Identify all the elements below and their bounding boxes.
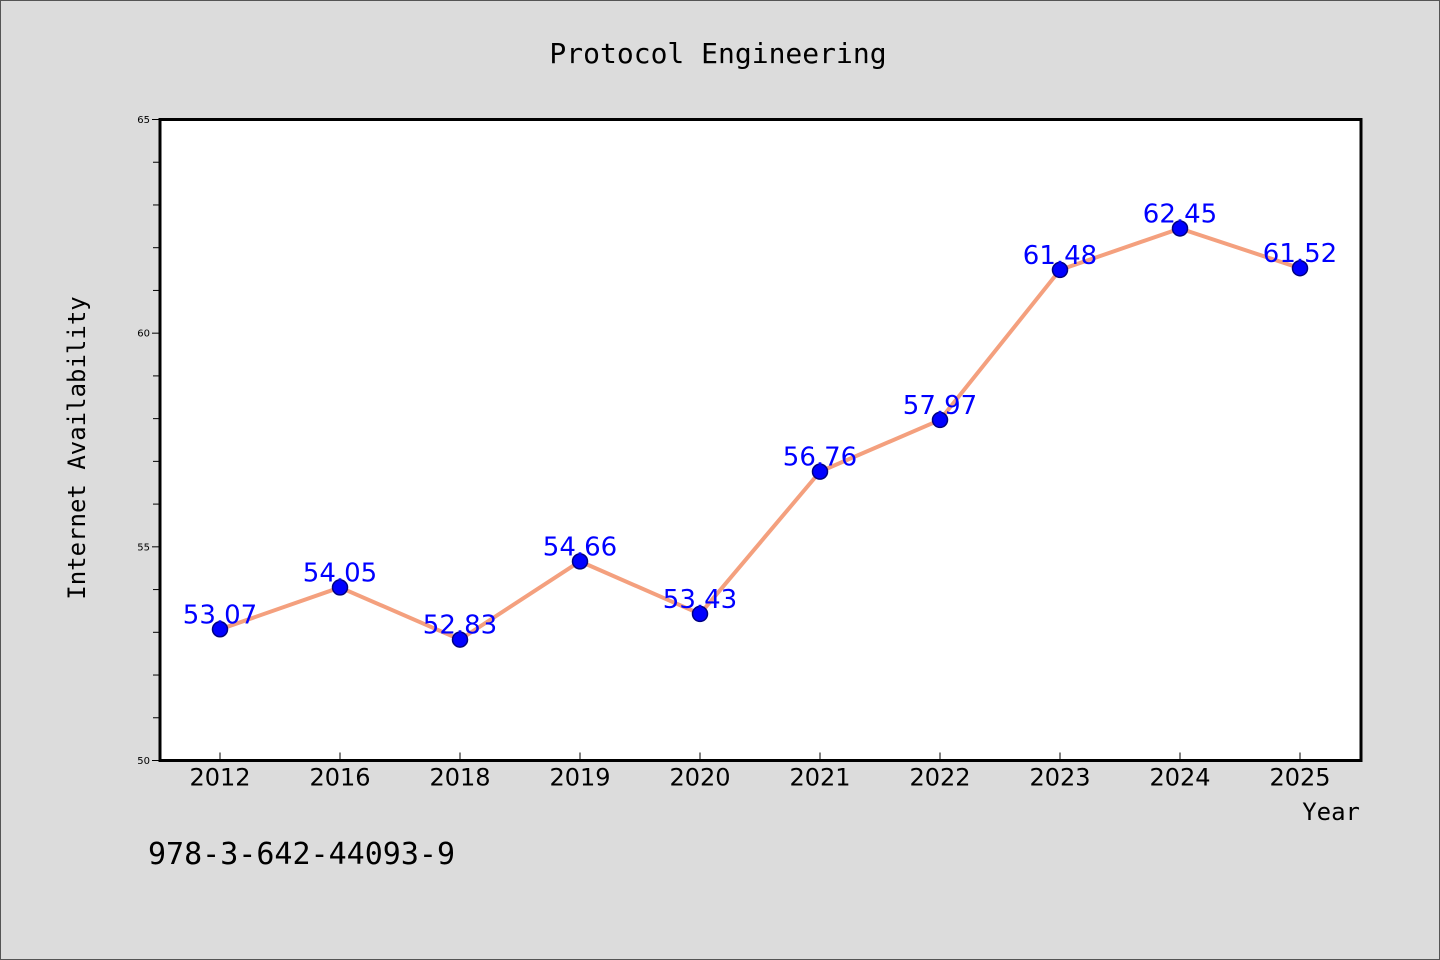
x-tick-label: 2020	[669, 764, 730, 792]
x-axis-label: Year	[1302, 798, 1360, 826]
series-markers	[211, 220, 1309, 648]
y-tick-label: 50	[137, 756, 150, 767]
isbn-footer: 978-3-642-44093-9	[148, 837, 455, 872]
data-point-label: 53.43	[663, 585, 737, 615]
x-tick-label: 2023	[1029, 764, 1090, 792]
data-point-label: 54.66	[543, 532, 617, 562]
data-point-label: 57.97	[903, 391, 977, 421]
data-point-marker	[571, 553, 589, 570]
chart-title: Protocol Engineering	[549, 37, 886, 70]
x-tick-label: 2019	[549, 764, 610, 792]
data-point-label: 52.83	[423, 611, 497, 641]
data-point-marker	[1051, 261, 1069, 279]
y-tick-label: 55	[137, 542, 150, 553]
x-tick-label: 2012	[189, 764, 250, 792]
y-axis-label: Internet Availability	[63, 296, 91, 599]
data-point-marker	[1291, 259, 1309, 277]
data-point-marker	[451, 631, 469, 648]
x-tick-label: 2024	[1149, 764, 1210, 792]
x-tick-label: 2018	[429, 764, 490, 792]
data-point-marker	[331, 579, 349, 596]
data-point-label: 61.52	[1263, 239, 1337, 269]
data-point-label: 53.07	[183, 600, 257, 630]
plot-border	[158, 118, 1363, 762]
plot-area	[160, 119, 1361, 761]
data-labels: 53.07 54.05 52.83 54.66 53.43 56.76 57.97 61.48…	[183, 199, 1337, 640]
data-point-label: 54.05	[303, 558, 377, 588]
data-point-marker	[931, 411, 949, 429]
data-point-marker	[211, 621, 229, 638]
y-tick-label: 60	[137, 329, 150, 340]
data-point-label: 62.45	[1143, 199, 1217, 229]
x-tick-label: 2025	[1269, 764, 1330, 792]
y-tick-label: 65	[137, 115, 150, 126]
x-tick-label: 2021	[789, 764, 850, 792]
data-point-marker	[811, 463, 829, 480]
y-axis-ticks: 50 55 60 65	[137, 115, 160, 767]
data-point-label: 61.48	[1023, 241, 1097, 271]
data-point-label: 56.76	[783, 443, 857, 473]
x-tick-label: 2022	[909, 764, 970, 792]
data-point-marker	[691, 605, 709, 623]
x-axis-ticks: 2012 2016 2018 2019 2020 2021 2022 2023 2024 2025	[189, 752, 1331, 792]
data-point-marker	[1171, 220, 1189, 237]
series-line	[218, 226, 1302, 642]
x-tick-label: 2016	[309, 764, 370, 792]
